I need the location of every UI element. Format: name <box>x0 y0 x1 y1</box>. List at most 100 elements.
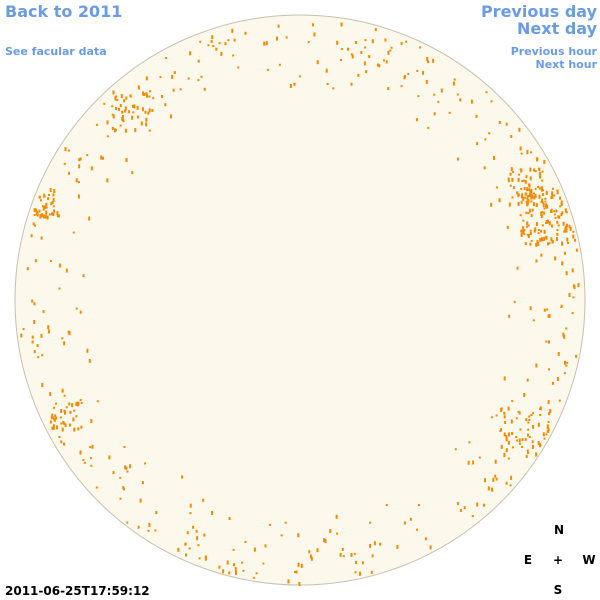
facula <box>308 550 311 554</box>
facula <box>556 229 559 231</box>
facula <box>295 570 298 574</box>
facula <box>31 335 34 339</box>
facula <box>488 132 491 135</box>
facula <box>309 554 312 559</box>
facula <box>232 548 235 551</box>
facula <box>364 46 367 49</box>
facula <box>554 217 557 219</box>
facula <box>529 176 532 181</box>
facula <box>336 40 339 45</box>
facula <box>90 166 93 171</box>
facula <box>89 446 92 449</box>
facula <box>524 196 527 199</box>
facula <box>551 240 554 244</box>
facula <box>77 194 80 199</box>
facula <box>577 283 580 288</box>
facula <box>192 525 195 529</box>
facula <box>69 410 72 414</box>
facula <box>31 299 34 303</box>
facula <box>523 393 526 397</box>
facula <box>253 547 256 552</box>
facula <box>542 432 545 437</box>
facula <box>78 164 81 169</box>
facula <box>51 426 54 430</box>
facula <box>120 94 123 99</box>
facula <box>536 157 539 161</box>
facula <box>424 537 427 541</box>
facula <box>537 229 540 231</box>
facula <box>526 150 529 155</box>
facula <box>339 552 342 557</box>
facula <box>531 208 534 212</box>
facula <box>574 238 577 242</box>
facula <box>136 105 139 110</box>
facula <box>75 415 78 418</box>
facula <box>44 206 47 208</box>
facula <box>197 544 200 547</box>
facula <box>540 211 543 216</box>
facula <box>159 76 162 79</box>
compass-west: W <box>582 553 595 567</box>
facula <box>188 547 191 550</box>
facula <box>416 528 418 531</box>
facula <box>521 193 524 198</box>
facula <box>90 457 92 459</box>
facula <box>517 177 520 182</box>
facula <box>565 271 568 276</box>
facula <box>560 213 563 216</box>
facula <box>63 341 66 346</box>
facula <box>126 521 129 524</box>
facula <box>528 188 531 192</box>
facula <box>573 285 576 290</box>
facula <box>354 571 357 574</box>
facula <box>547 219 549 224</box>
previous-hour-link[interactable]: Previous hour <box>511 45 598 58</box>
facula <box>148 129 151 132</box>
facula <box>529 167 532 172</box>
facula <box>53 189 56 193</box>
facula <box>203 87 206 91</box>
facula <box>507 457 510 460</box>
next-hour-link[interactable]: Next hour <box>536 58 598 71</box>
facula <box>132 111 135 114</box>
facula <box>222 569 225 574</box>
facula <box>207 44 210 47</box>
facula <box>495 414 498 417</box>
facula <box>63 162 66 165</box>
facula <box>83 461 86 464</box>
facular-link[interactable]: See facular data <box>5 45 107 58</box>
facula <box>60 440 63 444</box>
facula <box>148 108 151 113</box>
facula <box>471 515 474 518</box>
facula <box>527 433 529 437</box>
facula <box>131 171 134 175</box>
facula <box>571 312 574 315</box>
facula <box>558 399 561 402</box>
facula <box>545 340 548 343</box>
facula <box>91 444 94 449</box>
facula <box>545 433 548 436</box>
facula <box>520 200 523 204</box>
facula <box>387 50 390 55</box>
facula <box>505 448 508 453</box>
facula <box>77 427 80 431</box>
facula <box>520 229 523 233</box>
facula <box>298 75 301 78</box>
facula <box>542 203 545 208</box>
facula <box>523 229 526 232</box>
back-link[interactable]: Back to 2011 <box>5 2 122 21</box>
facula <box>495 186 498 189</box>
facula <box>503 453 506 457</box>
facula <box>34 259 37 263</box>
facula <box>400 42 403 45</box>
facula <box>549 409 552 413</box>
facula <box>200 75 203 78</box>
facula <box>79 450 82 455</box>
facula <box>520 188 523 190</box>
facula <box>152 97 155 100</box>
facula <box>524 242 527 246</box>
facula <box>520 152 523 155</box>
facula <box>129 95 132 98</box>
previous-day-link[interactable]: Previous day <box>481 2 598 21</box>
next-day-link[interactable]: Next day <box>517 19 598 38</box>
